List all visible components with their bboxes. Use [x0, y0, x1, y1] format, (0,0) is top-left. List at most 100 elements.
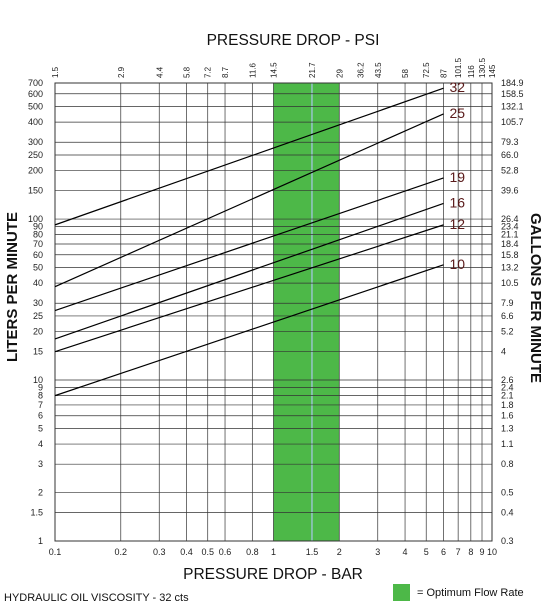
y-tick-label-right: 79.3: [501, 137, 519, 147]
y-tick-label-left: 500: [28, 102, 43, 112]
tick-label-layer: 0.1 0.2 0.3 0.4 0.5 0.6 0.8 1 1.5 2 3 4 5 6 7 8 9 101.5 2.…: [28, 57, 524, 557]
y-tick-label-right: 66.0: [501, 150, 519, 160]
viscosity-note: HYDRAULIC OIL VISCOSITY - 32 cts: [4, 592, 189, 604]
y-tick-label-left: 50: [33, 263, 43, 273]
y-tick-label-left: 25: [33, 311, 43, 321]
optimum-flow-band: [273, 83, 340, 541]
x-tick-label: 0.4: [180, 547, 193, 557]
y-tick-label-right: 26.4: [501, 214, 519, 224]
y-tick-label-right: 5.2: [501, 327, 514, 337]
legend-label-optimum: = Optimum Flow Rate: [417, 587, 524, 599]
psi-tick-label: 116: [467, 65, 476, 78]
series-label-19: 19: [450, 169, 466, 185]
y-tick-label-left: 15: [33, 347, 43, 357]
psi-tick-label: 130.5: [478, 57, 487, 78]
y-tick-label-right: 15.8: [501, 250, 519, 260]
series-layer: 32 25 19 16 12 10: [54, 79, 466, 397]
psi-tick-label: 43.5: [374, 62, 383, 78]
y-tick-label-right: 21.1: [501, 230, 519, 240]
y-tick-label-left: 90: [33, 221, 43, 231]
x-tick-label: 7: [456, 547, 461, 557]
x-tick-label: 5: [424, 547, 429, 557]
legend-swatch-optimum: [393, 584, 410, 601]
y-tick-label-left: 9: [38, 382, 43, 392]
psi-tick-label: 7.2: [204, 66, 213, 78]
y-tick-label-right: 0.4: [501, 508, 514, 518]
psi-tick-label: 21.7: [308, 62, 317, 78]
y-tick-label-right: 1.3: [501, 423, 514, 433]
x-tick-label: 0.8: [246, 547, 259, 557]
x-axis-title: PRESSURE DROP - BAR: [183, 566, 363, 583]
x-tick-label: 2: [337, 547, 342, 557]
y-tick-label-left: 150: [28, 186, 43, 196]
x-tick-label: 9: [479, 547, 484, 557]
y-tick-label-right: 2.4: [501, 382, 514, 392]
series-line-19: [54, 177, 444, 312]
y-tick-label-right: 39.6: [501, 186, 519, 196]
psi-tick-label: 58: [401, 69, 410, 78]
y-tick-label-right: 1.8: [501, 400, 514, 410]
y-tick-label-left: 400: [28, 117, 43, 127]
y-tick-label-left: 80: [33, 230, 43, 240]
psi-tick-label: 145: [488, 64, 497, 78]
y-tick-label-right: 184.9: [501, 78, 524, 88]
series-label-32: 32: [450, 79, 466, 95]
y-tick-label-right: 158.5: [501, 89, 524, 99]
y-tick-label-right: 23.4: [501, 221, 519, 231]
y-tick-label-right: 52.8: [501, 166, 519, 176]
y-tick-label-right: 0.3: [501, 536, 514, 546]
y-tick-label-left: 4: [38, 439, 43, 449]
y-tick-label-left: 250: [28, 150, 43, 160]
y-tick-label-right: 1.6: [501, 411, 514, 421]
y-tick-label-left: 8: [38, 391, 43, 401]
psi-tick-label: 2.9: [117, 66, 126, 78]
y-tick-label-left: 300: [28, 137, 43, 147]
psi-tick-label: 1.5: [51, 66, 60, 78]
y-tick-label-left: 200: [28, 166, 43, 176]
y-tick-label-right: 105.7: [501, 117, 524, 127]
y-tick-label-left: 10: [33, 375, 43, 385]
y-tick-label-right: 6.6: [501, 311, 514, 321]
y-tick-label-right: 1.1: [501, 439, 514, 449]
y-tick-label-left: 2: [38, 488, 43, 498]
top-axis-title: PRESSURE DROP - PSI: [207, 32, 380, 49]
x-tick-label: 1: [271, 547, 276, 557]
y-tick-label-left: 6: [38, 411, 43, 421]
series-line-12: [54, 224, 444, 353]
psi-tick-label: 101.5: [454, 57, 463, 78]
psi-tick-label: 36.2: [356, 62, 365, 78]
series-label-25: 25: [450, 105, 466, 121]
psi-tick-label: 72.5: [422, 62, 431, 78]
plot-frame: [54, 82, 493, 542]
x-tick-label: 0.2: [115, 547, 128, 557]
psi-tick-label: 11.6: [248, 62, 257, 78]
y-tick-label-left: 60: [33, 250, 43, 260]
psi-tick-label: 14.5: [270, 62, 279, 78]
psi-tick-label: 87: [440, 69, 449, 78]
series-label-10: 10: [450, 256, 466, 272]
y-tick-label-left: 100: [28, 214, 43, 224]
psi-tick-label: 29: [335, 69, 344, 78]
y-tick-label-left: 30: [33, 298, 43, 308]
y-tick-label-right: 10.5: [501, 278, 519, 288]
x-tick-label: 8: [468, 547, 473, 557]
x-tick-label: 0.6: [219, 547, 232, 557]
optimum-band-layer: [273, 83, 340, 541]
y-tick-label-right: 132.1: [501, 102, 524, 112]
y-tick-label-left: 700: [28, 78, 43, 88]
x-tick-label: 3: [375, 547, 380, 557]
psi-tick-label: 5.8: [183, 66, 192, 78]
y-tick-label-right: 2.1: [501, 391, 514, 401]
y-tick-label-right: 4: [501, 347, 506, 357]
y-tick-label-left: 1.5: [30, 508, 43, 518]
x-tick-label: 4: [403, 547, 408, 557]
y-tick-label-right: 13.2: [501, 263, 519, 273]
series-line-10: [54, 264, 444, 397]
psi-tick-label: 4.4: [155, 66, 164, 78]
series-line-25: [54, 113, 444, 288]
series-line-16: [54, 202, 444, 340]
y-tick-label-left: 20: [33, 327, 43, 337]
series-label-16: 16: [450, 194, 466, 210]
y-axis-title-left: LITERS PER MINUTE: [4, 212, 21, 362]
